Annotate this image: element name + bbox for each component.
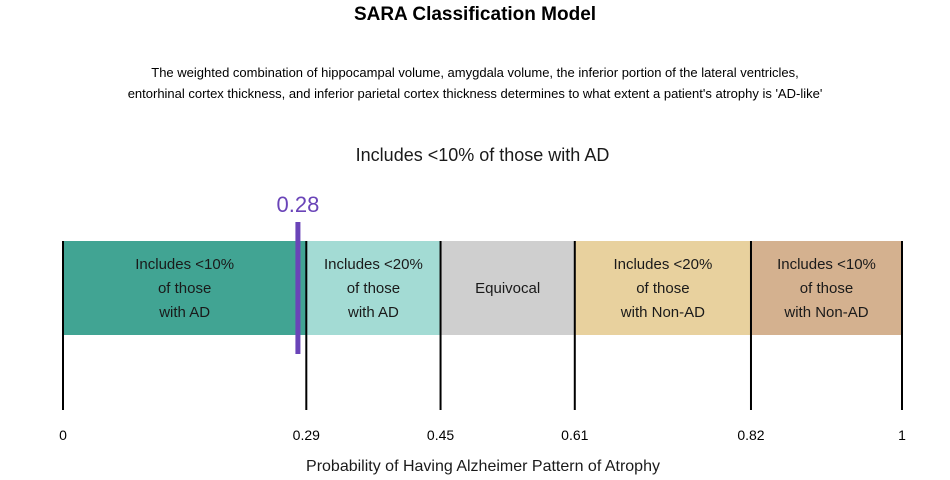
x-tick-label-1: 0 (59, 427, 67, 443)
x-tick-label-4: 0.61 (561, 427, 588, 443)
chart-subtitle: The weighted combination of hippocampal … (0, 62, 950, 104)
segment-label-1-line-2: of those (158, 280, 211, 297)
segment-label-1-line-1: Includes <10% (135, 256, 234, 273)
segment-band-5 (750, 241, 902, 335)
segment-label-4-line-3: with Non-AD (620, 304, 705, 321)
segment-label-2-line-3: with AD (347, 304, 399, 321)
subtitle-line-1: The weighted combination of hippocampal … (151, 65, 799, 80)
segment-label-4-line-1: Includes <20% (613, 256, 712, 273)
segment-label-5-line-3: with Non-AD (783, 304, 868, 321)
segment-label-2-line-1: Includes <20% (324, 256, 423, 273)
segment-band-3 (440, 241, 575, 335)
classification-result: Includes <10% of those with AD (355, 145, 610, 165)
x-tick-label-2: 0.29 (293, 427, 320, 443)
x-tick-label-3: 0.45 (427, 427, 454, 443)
segment-band-4 (574, 241, 751, 335)
subtitle-line-2: entorhinal cortex thickness, and inferio… (127, 86, 823, 101)
segment-label-5-line-2: of those (800, 280, 853, 297)
score-marker-label: 0.28 (277, 192, 320, 217)
segment-band-1 (63, 241, 307, 335)
segment-label-3-line-1: Equivocal (475, 280, 540, 297)
segment-band-2 (306, 241, 441, 335)
chart-title: SARA Classification Model (353, 4, 597, 25)
segment-label-4-line-2: of those (636, 280, 689, 297)
x-axis-label: Probability of Having Alzheimer Pattern … (306, 458, 660, 475)
x-tick-label-6: 1 (898, 427, 906, 443)
x-tick-label-5: 0.82 (737, 427, 764, 443)
segment-label-2-line-2: of those (347, 280, 400, 297)
segment-label-1-line-3: with AD (158, 304, 210, 321)
segment-label-5-line-1: Includes <10% (777, 256, 876, 273)
